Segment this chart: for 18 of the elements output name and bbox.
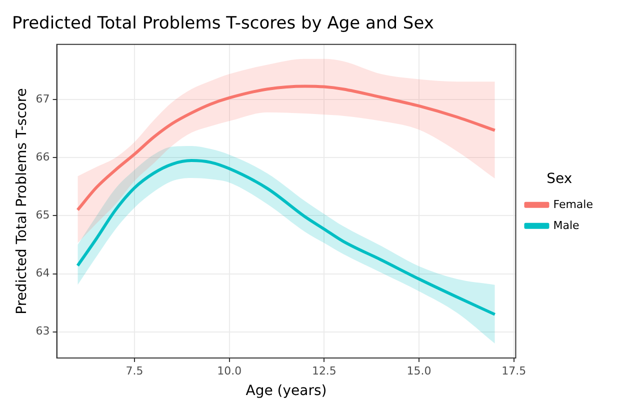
y-tick-label: 66 (36, 150, 50, 164)
line-series (76, 159, 496, 316)
legend-label: Female (553, 198, 594, 211)
x-tick-label: 7.5 (126, 364, 144, 378)
x-tick-label: 15.0 (406, 364, 432, 378)
y-tick-label: 67 (36, 92, 50, 106)
x-tick-label: 12.5 (312, 364, 336, 378)
y-tick-label: 65 (36, 208, 50, 222)
legend-label: Male (553, 218, 580, 232)
line-series (76, 84, 496, 212)
y-tick-label: 64 (36, 266, 50, 280)
y-tick-label: 63 (36, 324, 50, 338)
x-axis-title: Age (years) (246, 383, 327, 400)
x-tick-label: 10.0 (217, 364, 242, 378)
y-axis-title: Predicted Total Problems T-score (14, 88, 30, 314)
chart-title: Predicted Total Problems T-scores by Age and Sex (12, 14, 434, 34)
x-tick-label: 17.5 (502, 364, 526, 378)
legend-title: Sex (546, 171, 572, 188)
